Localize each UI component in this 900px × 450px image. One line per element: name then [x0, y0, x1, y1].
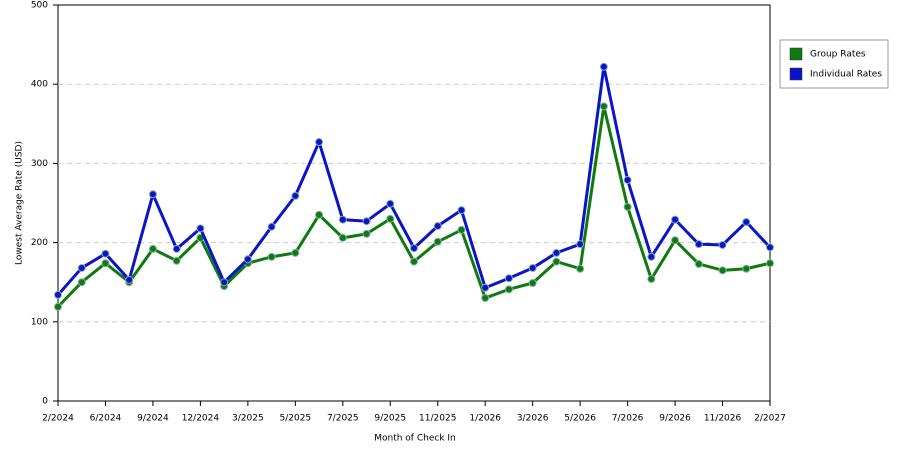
data-point	[599, 102, 608, 111]
data-point	[623, 176, 632, 185]
data-point	[77, 278, 86, 287]
x-tick-label: 7/2025	[327, 414, 359, 424]
data-point	[576, 264, 585, 273]
x-tick-label: 12/2024	[182, 414, 220, 424]
legend: Group Rates Individual Rates	[779, 39, 889, 89]
legend-label: Group Rates	[810, 50, 866, 60]
data-point	[481, 294, 490, 303]
legend-swatch	[789, 67, 803, 81]
data-point	[148, 244, 157, 253]
y-tick-label: 0	[42, 397, 48, 407]
data-point	[457, 225, 466, 234]
data-point	[196, 224, 205, 233]
y-axis-label: Lowest Average Rate (USD)	[15, 141, 25, 265]
data-point	[671, 236, 680, 245]
data-point	[410, 244, 418, 253]
x-tick-label: 6/2024	[90, 414, 122, 424]
data-point	[77, 263, 86, 272]
data-point	[766, 259, 774, 268]
data-point	[101, 259, 110, 268]
x-axis-label: Month of Check In	[374, 434, 456, 444]
data-point	[504, 285, 513, 294]
data-point	[647, 252, 656, 261]
data-point	[220, 278, 229, 287]
data-point	[101, 249, 110, 258]
data-point	[54, 302, 62, 311]
x-tick-label: 3/2026	[517, 414, 549, 424]
data-point	[125, 275, 134, 284]
y-tick-label: 500	[31, 1, 48, 11]
data-point	[671, 215, 680, 224]
x-tick-label: 9/2026	[659, 414, 691, 424]
y-tick-label: 400	[31, 80, 48, 90]
data-point	[386, 199, 395, 208]
data-point	[243, 255, 252, 264]
x-tick-label: 5/2026	[564, 414, 596, 424]
legend-box	[779, 39, 889, 89]
data-point	[315, 138, 324, 147]
x-tick-label: 11/2025	[419, 414, 456, 424]
data-point	[338, 233, 347, 242]
x-tick-label: 9/2024	[137, 414, 169, 424]
x-tick-label: 1/2026	[469, 414, 501, 424]
data-point	[338, 215, 347, 224]
x-tick-label: 7/2026	[612, 414, 644, 424]
legend-swatch	[789, 47, 803, 61]
x-tick-label: 11/2026	[704, 414, 742, 424]
plot-area	[57, 4, 771, 402]
x-tick-label: 2/2024	[42, 414, 74, 424]
data-point	[623, 202, 632, 211]
data-point	[718, 240, 727, 249]
data-point	[291, 248, 300, 257]
data-point	[172, 256, 181, 265]
y-tick-label: 100	[31, 317, 48, 327]
data-point	[576, 240, 585, 249]
data-point	[362, 229, 371, 238]
data-point	[148, 190, 157, 199]
data-point	[410, 257, 418, 266]
data-point	[481, 283, 490, 292]
data-point	[552, 257, 561, 266]
data-point	[54, 290, 62, 299]
x-tick-label: 9/2025	[374, 414, 406, 424]
y-tick-label: 200	[31, 238, 48, 248]
data-point	[766, 243, 774, 252]
data-point	[386, 214, 395, 223]
data-point	[647, 275, 656, 284]
data-point	[552, 248, 561, 257]
data-point	[172, 244, 181, 253]
data-point	[742, 264, 751, 273]
y-tick-label: 300	[31, 159, 48, 169]
data-point	[504, 274, 513, 283]
data-point	[528, 278, 537, 287]
data-point	[291, 191, 300, 200]
data-point	[694, 259, 703, 268]
data-point	[362, 217, 371, 226]
data-point	[599, 62, 608, 71]
data-point	[315, 210, 324, 219]
data-point	[433, 221, 442, 230]
data-point	[457, 206, 466, 215]
legend-label: Individual Rates	[810, 70, 882, 80]
x-tick-label: 2/2027	[754, 414, 786, 424]
data-point	[694, 240, 703, 249]
data-point	[267, 252, 276, 261]
data-point	[718, 266, 727, 275]
data-point	[267, 222, 276, 231]
x-tick-label: 3/2025	[232, 414, 264, 424]
data-point	[742, 218, 751, 227]
x-tick-label: 5/2025	[279, 414, 311, 424]
data-point	[433, 237, 442, 246]
data-point	[528, 263, 537, 272]
